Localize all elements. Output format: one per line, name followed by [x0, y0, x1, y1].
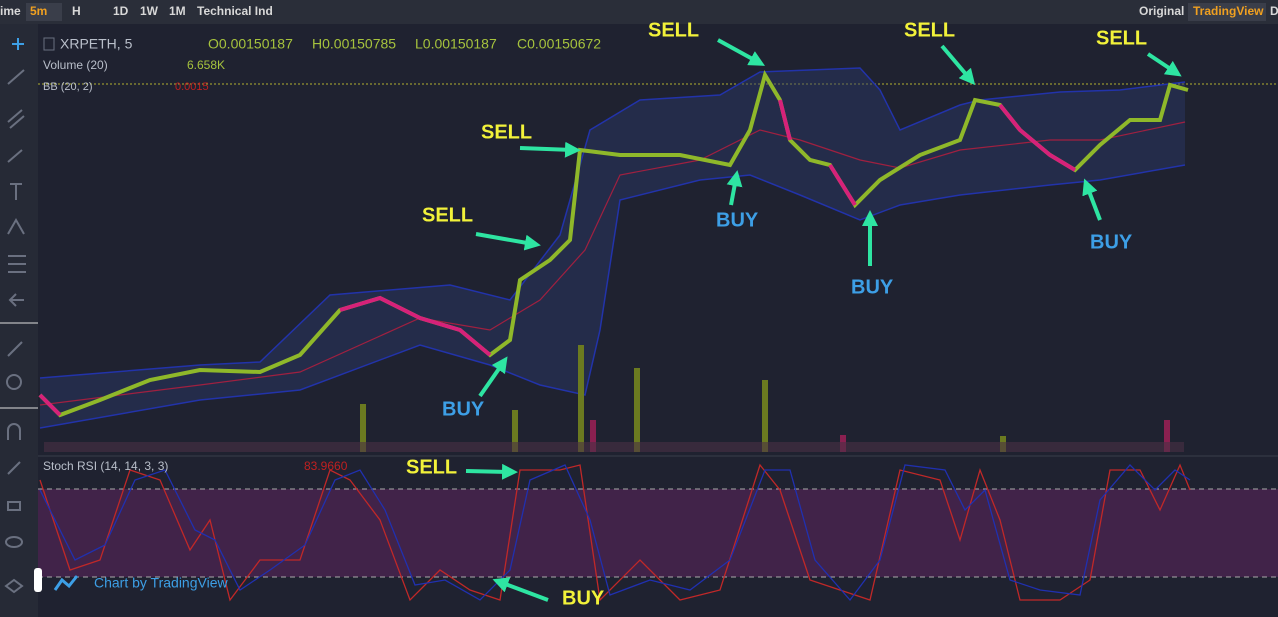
toolbar-item[interactable]: 1D: [113, 4, 129, 18]
bb-value: 0.0015: [175, 81, 209, 93]
arrow: [717, 38, 766, 66]
toolbar-item[interactable]: Original: [1139, 4, 1184, 18]
toolbar-item[interactable]: Technical Ind: [197, 4, 273, 18]
toolbar: [0, 0, 1278, 24]
arrow: [1082, 178, 1102, 221]
watermark[interactable]: Chart by TradingView: [94, 575, 228, 591]
stoch-d: [39, 464, 1191, 602]
pane-handle[interactable]: [34, 568, 42, 592]
symbol[interactable]: XRPETH, 5: [60, 36, 133, 52]
stoch-k: [39, 463, 1191, 602]
active-view: [1188, 3, 1266, 21]
sell-label: SELL: [406, 456, 457, 478]
toolbar-item[interactable]: TradingView: [1193, 4, 1264, 18]
sell-label: SELL: [1096, 27, 1147, 49]
arrow: [519, 141, 581, 158]
buy-label: BUY: [716, 209, 759, 231]
collapse-icon[interactable]: [43, 37, 55, 51]
arrow: [492, 577, 549, 602]
ohlc-low: L0.00150187: [415, 36, 497, 52]
sell-label: SELL: [422, 204, 473, 226]
toolbar-item[interactable]: ime: [0, 4, 21, 18]
stoch-band: [38, 489, 1278, 577]
stoch-value: 83.9660: [304, 459, 348, 473]
volume-bars: [44, 345, 1184, 452]
bb-lower: [39, 164, 1186, 429]
ohlc-open: O0.00150187: [208, 36, 293, 52]
buy-label: BUY: [851, 276, 894, 298]
toolbar-item[interactable]: D: [1270, 4, 1278, 18]
bb-label[interactable]: BB (20, 2): [43, 81, 93, 93]
ohlc-high: H0.00150785: [312, 36, 396, 52]
volume-value: 6.658K: [187, 58, 225, 72]
buy-label: BUY: [442, 398, 485, 420]
volume-label[interactable]: Volume (20): [43, 58, 108, 72]
arrow: [475, 232, 541, 251]
arrow: [478, 356, 508, 398]
toolbar-item[interactable]: 5m: [30, 4, 47, 18]
arrow: [465, 463, 518, 480]
tool-icons: [4, 38, 26, 594]
sell-label: SELL: [481, 121, 532, 143]
toolbar-item[interactable]: H: [72, 4, 81, 18]
toolbar-item[interactable]: 1M: [169, 4, 186, 18]
price-series-down: [38, 99, 1077, 417]
watermark-logo: [53, 575, 79, 591]
buy-label: BUY: [1090, 231, 1133, 253]
stoch-label[interactable]: Stoch RSI (14, 14, 3, 3): [43, 459, 168, 473]
side-toolbar: [0, 24, 38, 617]
active-interval: [26, 3, 62, 21]
toolbar-item[interactable]: 1W: [140, 4, 159, 18]
ohlc-close: C0.00150672: [517, 36, 601, 52]
sell-label: SELL: [904, 19, 955, 41]
buy-label: BUY: [562, 587, 605, 609]
arrow: [726, 170, 743, 206]
arrow: [1146, 52, 1182, 77]
sell-label: SELL: [648, 19, 699, 41]
arrow: [940, 44, 976, 86]
